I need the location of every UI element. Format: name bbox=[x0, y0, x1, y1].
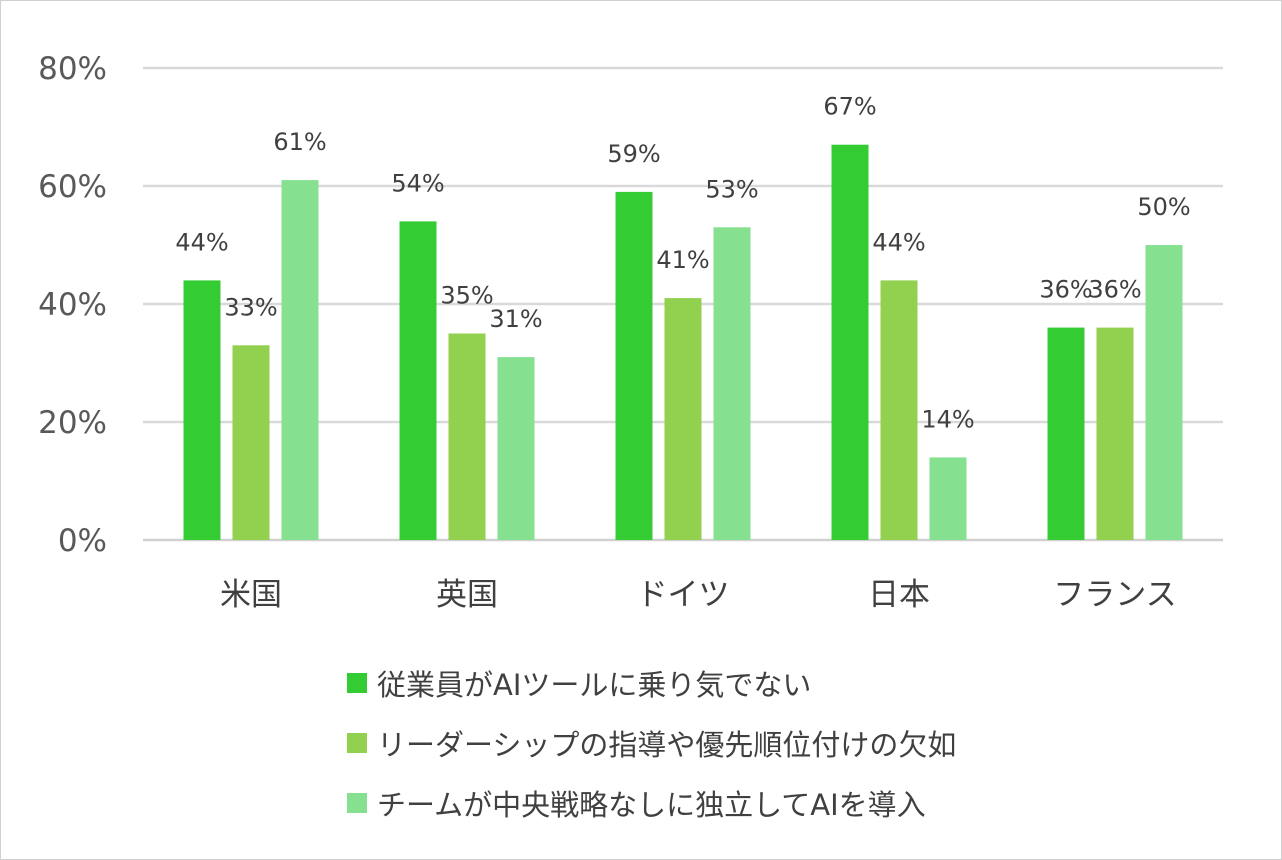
data-label: 61% bbox=[273, 128, 326, 156]
data-label: 67% bbox=[823, 93, 876, 121]
data-label: 36% bbox=[1039, 276, 1092, 304]
x-axis-categories: 米国 英国 ドイツ 日本 フランス bbox=[220, 577, 1177, 613]
data-label: 54% bbox=[391, 169, 444, 197]
data-label: 53% bbox=[705, 175, 758, 203]
bar bbox=[664, 298, 702, 540]
legend-swatch bbox=[347, 793, 367, 813]
bar bbox=[448, 333, 486, 540]
category-label: 英国 bbox=[436, 577, 498, 613]
legend-item: 従業員がAIツールに乗り気でない bbox=[347, 653, 1107, 713]
bar bbox=[1145, 245, 1183, 540]
bar bbox=[929, 457, 967, 540]
category-label: 日本 bbox=[868, 577, 930, 613]
bar bbox=[615, 191, 653, 540]
data-label: 31% bbox=[489, 305, 542, 333]
bar bbox=[281, 180, 319, 540]
bar bbox=[880, 280, 918, 540]
data-label: 59% bbox=[607, 140, 660, 168]
y-axis-ticks: 0% 20% 40% 60% 80% bbox=[38, 51, 107, 559]
data-label: 41% bbox=[656, 246, 709, 274]
bar bbox=[1096, 327, 1134, 540]
legend-swatch bbox=[347, 733, 367, 753]
data-label: 35% bbox=[440, 282, 493, 310]
category-label: フランス bbox=[1053, 577, 1176, 613]
legend-swatch bbox=[347, 673, 367, 693]
bar bbox=[399, 221, 437, 540]
y-tick-label: 40% bbox=[38, 287, 107, 323]
y-tick-label: 0% bbox=[58, 523, 107, 559]
bar bbox=[831, 144, 869, 540]
data-label: 36% bbox=[1088, 276, 1141, 304]
legend-item: チームが中央戦略なしに独立してAIを導入 bbox=[347, 773, 1107, 833]
category-label: ドイツ bbox=[637, 577, 730, 613]
bar bbox=[183, 280, 221, 540]
legend-item: リーダーシップの指導や優先順位付けの欠如 bbox=[347, 713, 1107, 773]
legend-label: チームが中央戦略なしに独立してAIを導入 bbox=[377, 788, 926, 822]
data-label: 44% bbox=[872, 228, 925, 256]
y-tick-label: 20% bbox=[38, 405, 107, 441]
bar bbox=[232, 345, 270, 540]
legend-label: リーダーシップの指導や優先順位付けの欠如 bbox=[377, 728, 957, 762]
bar bbox=[713, 227, 751, 541]
bar-chart: 0% 20% 40% 60% 80% 44% 33% 61% 54% 35%31% 59% 41% 5… bbox=[38, 51, 1223, 613]
data-label: 50% bbox=[1137, 193, 1190, 221]
data-labels: 44% 33% 61% 54% 35%31% 59% 41% 53% 67% 44% 14% 36%3… bbox=[175, 93, 1190, 434]
data-label: 33% bbox=[224, 293, 277, 321]
category-label: 米国 bbox=[220, 577, 282, 613]
data-label: 44% bbox=[175, 228, 228, 256]
legend: 従業員がAIツールに乗り気でないリーダーシップの指導や優先順位付けの欠如 チームが… bbox=[347, 653, 1107, 833]
bar bbox=[497, 357, 535, 540]
y-tick-label: 80% bbox=[38, 51, 107, 87]
y-tick-label: 60% bbox=[38, 169, 107, 205]
legend-label: 従業員がAIツールに乗り気でない bbox=[377, 668, 812, 702]
bar bbox=[1047, 327, 1085, 540]
data-label: 14% bbox=[921, 405, 974, 433]
bars bbox=[183, 144, 1183, 541]
